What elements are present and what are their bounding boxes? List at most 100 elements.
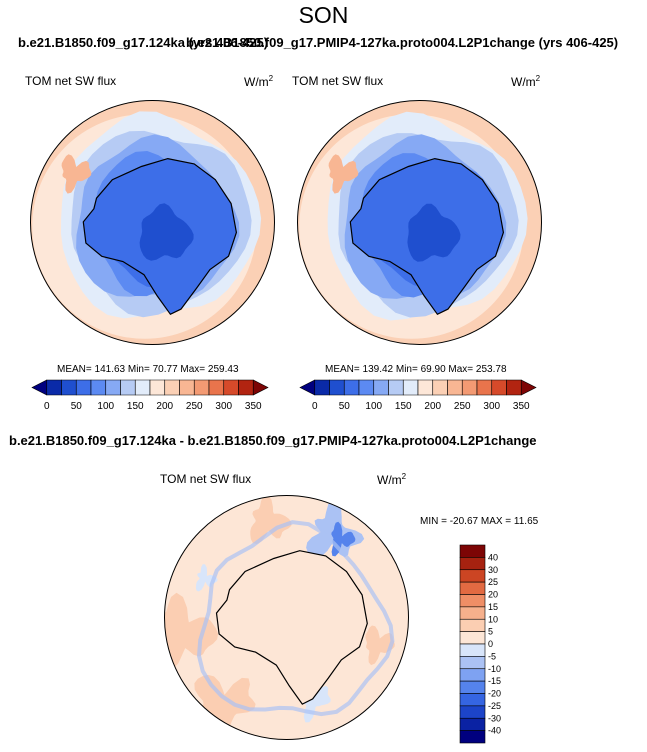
diff-colorbar-tick-label: 15 — [488, 602, 498, 612]
diff-colorbar-swatch — [459, 656, 486, 670]
right-colorbar-tick-label: 300 — [483, 401, 500, 412]
left-colorbar-swatch — [238, 379, 254, 396]
right-warm-patch — [328, 154, 359, 194]
right-colorbar-tick-label: 0 — [312, 401, 318, 412]
right-colorbar-swatch — [402, 379, 419, 396]
diff-coastline — [215, 550, 368, 705]
diff-units-label: W/m2 — [377, 472, 407, 487]
right-colorbar-swatch — [461, 379, 478, 396]
diff-colorbar-tick-label: -5 — [488, 651, 496, 661]
diff-colorbar-tick-label: -10 — [488, 664, 501, 674]
left-warm-patch — [61, 154, 92, 194]
right-colorbar: 0 50 100 150 200 250 300 350 — [299, 379, 537, 412]
left-colorbar-swatch — [105, 379, 121, 396]
right-colorbar-swatch — [373, 379, 389, 396]
left-colorbar-tick-label: 350 — [245, 401, 262, 412]
left-colorbar-swatch — [90, 379, 107, 396]
left-panel-title: b.e21.B1850.f09_g17.124ka (yrs 406-425) — [18, 35, 269, 50]
difference-polar-map — [164, 495, 409, 740]
diff-colorbar-tick-label: -30 — [488, 713, 501, 723]
diff-colorbar-swatch — [459, 618, 486, 632]
right-colorbar-swatch — [343, 379, 360, 396]
right-colorbar-swatch — [476, 379, 493, 396]
right-coastline — [349, 157, 505, 316]
right-polar-map — [297, 100, 542, 345]
diff-warm-patch-east — [365, 625, 395, 666]
right-colorbar-swatch — [299, 379, 316, 396]
left-panel-stats: MEAN= 141.63 Min= 70.77 Max= 259.43 — [57, 364, 239, 375]
diff-warm-patch-north — [250, 495, 292, 545]
left-colorbar-swatch — [208, 379, 225, 396]
left-colorbar-tick-label: 200 — [156, 401, 173, 412]
right-panel-title: b.e21.B1850.f09_g17.PMIP4-127ka.proto004… — [186, 35, 619, 50]
diff-colorbar-swatch — [459, 581, 486, 595]
left-polar-map — [30, 100, 275, 345]
diff-colorbar-tick-label: 5 — [488, 627, 493, 637]
left-colorbar-swatch — [120, 379, 136, 396]
left-units-label: W/m2 — [244, 74, 274, 89]
diff-colorbar-swatch — [459, 557, 486, 571]
right-units-label: W/m2 — [511, 74, 541, 89]
diff-colorbar-tick-label: -15 — [488, 676, 501, 686]
left-plateau-fill — [139, 203, 194, 261]
left-colorbar-swatch — [61, 379, 77, 396]
left-colorbar-swatch — [149, 379, 166, 396]
left-colorbar-swatch — [223, 379, 239, 396]
diff-warm-patch-west — [164, 592, 219, 673]
right-colorbar-tick-label: 200 — [424, 401, 441, 412]
left-colorbar-swatch — [46, 379, 62, 396]
diff-colorbar-tick-label: 0 — [488, 639, 493, 649]
right-colorbar-swatch — [491, 379, 507, 396]
diff-colorbar-tick-label: -25 — [488, 701, 501, 711]
left-coastline — [82, 157, 238, 316]
left-colorbar-tick-label: 100 — [97, 401, 114, 412]
left-colorbar-swatch — [252, 379, 269, 396]
difference-panel-title: b.e21.B1850.f09_g17.124ka - b.e21.B1850.… — [9, 433, 537, 448]
left-colorbar-tick-label: 150 — [127, 401, 144, 412]
diff-colorbar-tick-label: 30 — [488, 565, 498, 575]
difference-colorbar: 40 30 25 20 15 10 5 0 -5 -10 -15 -20 -25 -30 -40 — [459, 544, 501, 744]
left-colorbar: 0 50 100 150 200 250 300 350 — [31, 379, 269, 412]
diff-colorbar-swatch — [459, 594, 486, 608]
left-colorbar-swatch — [75, 379, 92, 396]
diff-colorbar-swatch — [459, 631, 486, 645]
left-variable-label: TOM net SW flux — [25, 74, 117, 88]
diff-colorbar-swatch — [459, 693, 486, 707]
left-colorbar-swatch — [134, 379, 151, 396]
left-colorbar-swatch — [31, 379, 48, 396]
season-title: SON — [298, 2, 349, 28]
left-colorbar-tick-label: 300 — [215, 401, 232, 412]
left-colorbar-tick-label: 0 — [44, 401, 50, 412]
right-colorbar-tick-label: 50 — [339, 401, 351, 412]
diff-colorbar-tick-label: 40 — [488, 552, 498, 562]
diff-colorbar-swatch — [459, 544, 486, 558]
left-colorbar-tick-label: 50 — [71, 401, 83, 412]
diff-colorbar-swatch — [459, 717, 486, 731]
diff-colorbar-tick-label: 25 — [488, 577, 498, 587]
right-panel-stats: MEAN= 139.42 Min= 69.90 Max= 253.78 — [325, 364, 507, 375]
right-variable-label: TOM net SW flux — [292, 74, 384, 88]
right-colorbar-swatch — [314, 379, 330, 396]
left-colorbar-swatch — [164, 379, 180, 396]
diff-colorbar-swatch — [459, 730, 486, 744]
diff-stats: MIN = -20.67 MAX = 11.65 — [420, 516, 539, 527]
left-colorbar-swatch — [179, 379, 195, 396]
left-colorbar-tick-label: 250 — [186, 401, 203, 412]
diff-colorbar-swatch — [459, 705, 486, 719]
right-colorbar-tick-label: 150 — [395, 401, 412, 412]
right-colorbar-swatch — [447, 379, 463, 396]
right-colorbar-swatch — [520, 379, 537, 396]
diff-colorbar-tick-label: -20 — [488, 689, 501, 699]
right-map-border — [297, 100, 542, 345]
right-colorbar-tick-label: 250 — [454, 401, 471, 412]
diff-ring — [196, 520, 395, 717]
diff-variable-label: TOM net SW flux — [160, 472, 252, 486]
diff-colorbar-tick-label: 10 — [488, 614, 498, 624]
left-map-border — [30, 100, 275, 345]
right-colorbar-swatch — [329, 379, 345, 396]
right-colorbar-swatch — [432, 379, 448, 396]
right-plateau-fill — [407, 203, 461, 262]
diff-map-border — [164, 495, 409, 740]
right-colorbar-tick-label: 350 — [513, 401, 530, 412]
left-colorbar-swatch — [193, 379, 210, 396]
